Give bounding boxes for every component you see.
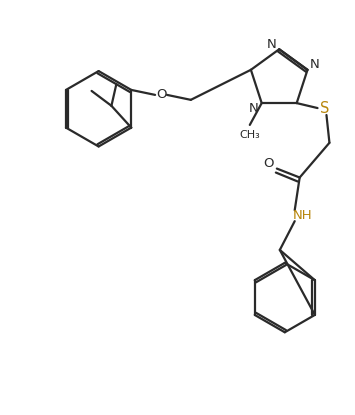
- Text: N: N: [310, 59, 320, 71]
- Text: N: N: [266, 38, 276, 51]
- Text: CH₃: CH₃: [239, 130, 260, 140]
- Text: NH: NH: [293, 209, 312, 222]
- Text: S: S: [320, 100, 329, 115]
- Text: N: N: [249, 102, 259, 115]
- Text: O: O: [264, 157, 274, 170]
- Text: O: O: [156, 88, 166, 101]
